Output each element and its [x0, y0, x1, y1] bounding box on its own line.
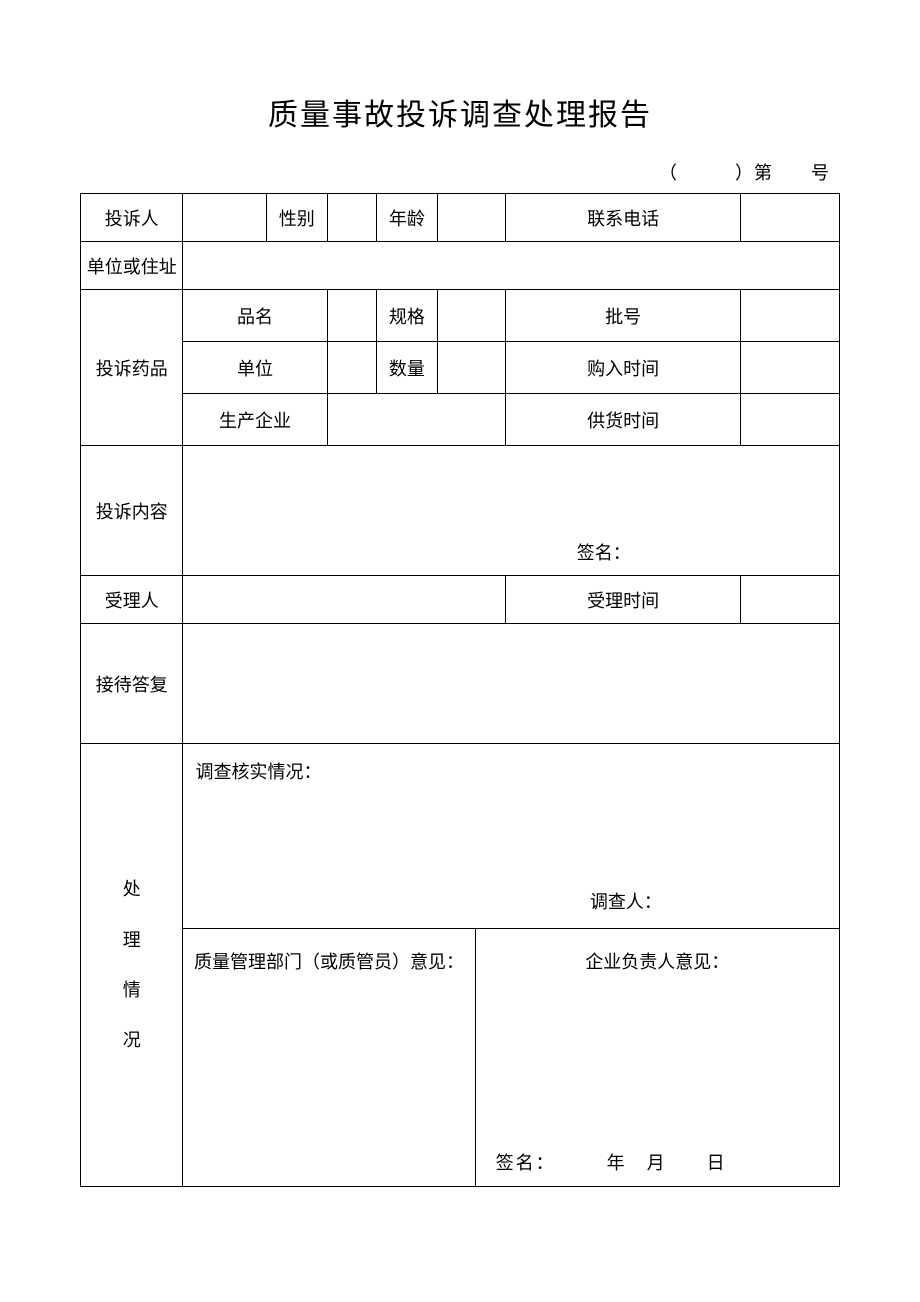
field-spec[interactable] — [437, 290, 505, 342]
field-age[interactable] — [437, 194, 505, 242]
label-signature-complaint: 签名： — [577, 539, 631, 565]
document-number: （ ）第 号 — [80, 159, 840, 185]
processing-char: 处 — [123, 879, 141, 899]
label-drug-section: 投诉药品 — [81, 290, 183, 446]
field-handle-time[interactable] — [741, 576, 840, 624]
field-complaint-content[interactable]: 签名： — [183, 446, 840, 576]
field-unit[interactable] — [327, 342, 376, 394]
label-purchase-time: 购入时间 — [505, 342, 740, 394]
field-purchase-time[interactable] — [741, 342, 840, 394]
label-manufacturer: 生产企业 — [183, 394, 327, 446]
field-drug-name[interactable] — [327, 290, 376, 342]
processing-char: 况 — [123, 1030, 141, 1050]
field-quality-opinion-bottom[interactable] — [183, 1139, 475, 1187]
label-handle-time: 受理时间 — [505, 576, 740, 624]
label-address: 单位或住址 — [81, 242, 183, 290]
processing-char: 理 — [123, 930, 141, 950]
label-unit: 单位 — [183, 342, 327, 394]
label-phone: 联系电话 — [505, 194, 740, 242]
field-quality-opinion[interactable]: 质量管理部门（或质管员）意见： — [183, 929, 475, 1139]
label-drug-name: 品名 — [183, 290, 327, 342]
field-manufacturer[interactable] — [327, 394, 505, 446]
field-batch[interactable] — [741, 290, 840, 342]
label-final-sign: 签名： 年 月 日 — [475, 1139, 839, 1187]
label-complainant: 投诉人 — [81, 194, 183, 242]
label-quantity: 数量 — [376, 342, 437, 394]
label-gender: 性别 — [266, 194, 327, 242]
field-address[interactable] — [183, 242, 840, 290]
label-supply-time: 供货时间 — [505, 394, 740, 446]
label-handler: 受理人 — [81, 576, 183, 624]
processing-char: 情 — [123, 980, 141, 1000]
field-verify[interactable]: 调查核实情况： 调查人： — [183, 744, 840, 929]
label-quality-opinion: 质量管理部门（或质管员）意见： — [194, 952, 464, 972]
label-complaint-content: 投诉内容 — [81, 446, 183, 576]
field-reception-reply[interactable] — [183, 624, 840, 744]
field-supply-time[interactable] — [741, 394, 840, 446]
field-enterprise-opinion[interactable]: 企业负责人意见： — [475, 929, 839, 1139]
label-batch: 批号 — [505, 290, 740, 342]
document-title: 质量事故投诉调查处理报告 — [80, 90, 840, 134]
field-complainant[interactable] — [183, 194, 266, 242]
field-quantity[interactable] — [437, 342, 505, 394]
label-processing-section: 处 理 情 况 — [81, 744, 183, 1187]
field-handler[interactable] — [183, 576, 506, 624]
field-phone[interactable] — [741, 194, 840, 242]
label-verify: 调查核实情况： — [195, 762, 321, 782]
label-enterprise-opinion: 企业负责人意见： — [585, 952, 729, 972]
label-investigator: 调查人： — [590, 888, 662, 914]
field-gender[interactable] — [327, 194, 376, 242]
label-reception-reply: 接待答复 — [81, 624, 183, 744]
label-spec: 规格 — [376, 290, 437, 342]
form-table: 投诉人 性别 年龄 联系电话 单位或住址 投诉药品 品名 规格 批号 单位 数量… — [80, 193, 840, 1187]
label-age: 年龄 — [376, 194, 437, 242]
